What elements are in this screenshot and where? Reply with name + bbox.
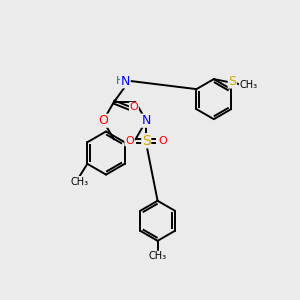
Text: H: H <box>116 76 124 86</box>
Text: S: S <box>142 134 151 148</box>
Text: S: S <box>228 75 236 88</box>
Text: O: O <box>130 102 138 112</box>
Text: O: O <box>159 136 168 146</box>
Text: O: O <box>125 136 134 146</box>
Text: N: N <box>121 75 130 88</box>
Text: O: O <box>98 114 108 127</box>
Text: CH₃: CH₃ <box>239 80 257 90</box>
Text: CH₃: CH₃ <box>70 176 89 187</box>
Text: CH₃: CH₃ <box>148 251 167 261</box>
Text: N: N <box>142 114 151 127</box>
